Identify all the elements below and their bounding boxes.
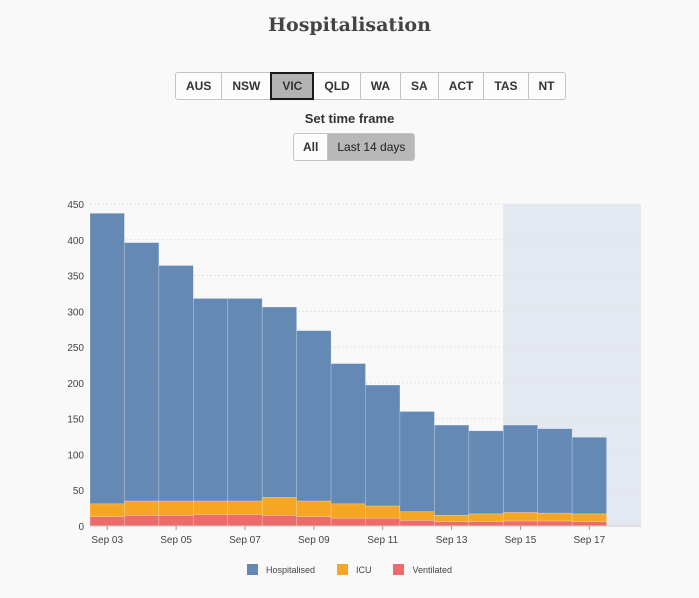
x-tick-label: Sep 05 bbox=[160, 535, 192, 546]
timeframe-option-last-14-days[interactable]: Last 14 days bbox=[327, 133, 416, 161]
bar-ventilated-sep-11 bbox=[365, 517, 401, 527]
bar-icu-sep-12 bbox=[399, 511, 435, 521]
bar-hospitalised-sep-07 bbox=[227, 298, 263, 502]
y-tick-label: 0 bbox=[78, 522, 84, 533]
state-tab-act[interactable]: ACT bbox=[438, 72, 485, 100]
bar-icu-sep-11 bbox=[365, 505, 401, 519]
bar-hospitalised-sep-16 bbox=[537, 428, 573, 514]
bar-hospitalised-sep-11 bbox=[365, 384, 401, 507]
y-tick-label: 200 bbox=[67, 379, 84, 390]
legend-label-ventilated: Ventilated bbox=[412, 564, 453, 575]
bar-ventilated-sep-13 bbox=[434, 521, 470, 527]
bar-hospitalised-sep-13 bbox=[434, 424, 470, 516]
bar-icu-sep-04 bbox=[124, 500, 160, 516]
x-tick-label: Sep 07 bbox=[229, 535, 261, 546]
bar-ventilated-sep-03 bbox=[89, 516, 125, 527]
y-tick-label: 250 bbox=[67, 343, 84, 354]
legend-label-hospitalised: Hospitalised bbox=[265, 564, 315, 575]
legend-item-icu: ICU bbox=[336, 564, 372, 575]
x-tick-label: Sep 09 bbox=[298, 535, 330, 546]
x-tick-label: Sep 17 bbox=[573, 535, 605, 546]
bar-ventilated-sep-08 bbox=[261, 514, 297, 527]
hospitalisation-chart: 0 50 100 150 200 250 300 350 400 450 Sep 03 Sep 05 S… bbox=[67, 200, 641, 546]
legend-item-ventilated: Ventilated bbox=[393, 564, 452, 575]
bar-hospitalised-sep-08 bbox=[261, 306, 297, 498]
timeframe-selector: All Last 14 days bbox=[293, 133, 416, 161]
bar-icu-sep-07 bbox=[227, 500, 263, 515]
bar-hospitalised-sep-15 bbox=[502, 424, 538, 513]
x-tick-label: Sep 13 bbox=[436, 535, 468, 546]
bar-hospitalised-sep-12 bbox=[399, 411, 435, 512]
x-tick-label: Sep 15 bbox=[505, 535, 537, 546]
bar-hospitalised-sep-09 bbox=[296, 330, 332, 502]
y-tick-label: 450 bbox=[67, 200, 84, 211]
legend-swatch-icu bbox=[336, 564, 348, 575]
y-tick-label: 400 bbox=[67, 236, 84, 247]
timeframe-option-all[interactable]: All bbox=[293, 133, 328, 161]
y-tick-label: 50 bbox=[73, 486, 85, 497]
x-tick-label: Sep 11 bbox=[367, 535, 398, 546]
state-tab-wa[interactable]: WA bbox=[360, 72, 402, 100]
timeframe-label: Set time frame bbox=[304, 111, 395, 126]
state-tab-nt[interactable]: NT bbox=[528, 72, 566, 100]
bar-ventilated-sep-09 bbox=[296, 516, 332, 527]
bar-ventilated-sep-10 bbox=[330, 517, 366, 527]
bar-icu-sep-05 bbox=[158, 500, 194, 516]
bar-icu-sep-15 bbox=[502, 512, 538, 522]
bar-ventilated-sep-15 bbox=[502, 520, 538, 527]
chart-title: Hospitalisation bbox=[268, 14, 431, 36]
state-tab-aus[interactable]: AUS bbox=[175, 72, 223, 100]
bar-icu-sep-17 bbox=[571, 513, 607, 523]
state-tab-qld[interactable]: QLD bbox=[314, 72, 361, 100]
bar-hospitalised-sep-04 bbox=[124, 242, 160, 502]
bar-ventilated-sep-14 bbox=[468, 521, 504, 527]
legend-swatch-hospitalised bbox=[246, 564, 258, 575]
legend-label-icu: ICU bbox=[355, 564, 372, 575]
bar-icu-sep-03 bbox=[89, 503, 125, 517]
bar-icu-sep-13 bbox=[434, 514, 470, 523]
bar-icu-sep-08 bbox=[261, 497, 297, 516]
chart-legend: Hospitalised ICU Ventilated bbox=[0, 564, 699, 575]
legend-item-hospitalised: Hospitalised bbox=[246, 564, 315, 575]
bar-icu-sep-14 bbox=[468, 513, 504, 523]
bar-ventilated-sep-12 bbox=[399, 519, 435, 527]
bar-ventilated-sep-17 bbox=[571, 521, 607, 527]
x-tick-label: Sep 03 bbox=[91, 535, 123, 546]
bar-icu-sep-10 bbox=[330, 503, 366, 519]
bar-hospitalised-sep-06 bbox=[193, 298, 229, 502]
bar-hospitalised-sep-17 bbox=[571, 436, 607, 515]
legend-swatch-ventilated bbox=[393, 564, 405, 575]
state-tab-vic[interactable]: VIC bbox=[270, 72, 315, 100]
bar-ventilated-sep-07 bbox=[227, 514, 263, 527]
state-tab-tas[interactable]: TAS bbox=[484, 72, 529, 100]
y-tick-label: 300 bbox=[67, 307, 84, 318]
bar-hospitalised-sep-14 bbox=[468, 430, 504, 515]
state-selector: AUS NSW VIC QLD WA SA ACT TAS NT bbox=[175, 72, 566, 100]
y-tick-label: 350 bbox=[67, 272, 84, 283]
bar-ventilated-sep-06 bbox=[193, 514, 229, 527]
bar-hospitalised-sep-10 bbox=[330, 363, 366, 505]
bar-icu-sep-06 bbox=[193, 500, 229, 515]
state-tab-sa[interactable]: SA bbox=[401, 72, 439, 100]
y-tick-label: 100 bbox=[67, 450, 84, 461]
bar-icu-sep-09 bbox=[296, 500, 332, 517]
bar-icu-sep-16 bbox=[537, 512, 573, 522]
bar-ventilated-sep-16 bbox=[537, 520, 573, 527]
bar-ventilated-sep-04 bbox=[124, 514, 160, 527]
bar-hospitalised-sep-03 bbox=[89, 213, 125, 505]
bar-hospitalised-sep-05 bbox=[158, 265, 194, 502]
bar-ventilated-sep-05 bbox=[158, 514, 194, 527]
y-tick-label: 150 bbox=[67, 415, 84, 426]
